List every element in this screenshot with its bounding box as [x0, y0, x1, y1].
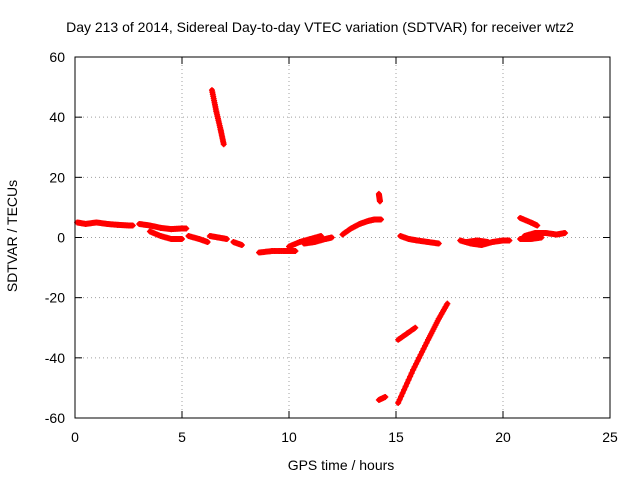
- data-point: [378, 216, 385, 223]
- data-point: [562, 229, 569, 236]
- data-points: [74, 87, 569, 406]
- y-tick-label: 0: [57, 230, 65, 246]
- data-point: [382, 393, 389, 400]
- data-point: [401, 386, 408, 393]
- data-point: [404, 380, 411, 387]
- data-point: [538, 234, 545, 241]
- x-tick-label: 15: [388, 429, 404, 445]
- data-point: [423, 339, 430, 346]
- axis-ticks: [74, 56, 611, 419]
- y-axis-label: SDTVAR / TECUs: [4, 179, 20, 293]
- data-point: [485, 239, 492, 246]
- x-tick-label: 5: [178, 429, 186, 445]
- data-point: [407, 373, 414, 380]
- data-point: [376, 198, 383, 205]
- data-point: [435, 240, 442, 247]
- data-point: [412, 324, 419, 331]
- data-point: [238, 242, 245, 249]
- data-point: [223, 236, 230, 243]
- data-point: [179, 236, 185, 243]
- data-point: [183, 225, 190, 232]
- data-point: [129, 222, 136, 229]
- data-point: [420, 345, 427, 352]
- y-tick-labels: -60 -40 -20 0 20 40 60: [45, 49, 65, 426]
- data-point: [534, 222, 541, 229]
- data-point: [402, 383, 409, 390]
- data-point: [410, 366, 417, 373]
- data-point: [408, 370, 415, 377]
- x-tick-label: 10: [281, 429, 297, 445]
- data-point: [399, 390, 406, 397]
- data-point: [444, 300, 451, 307]
- data-point: [417, 351, 424, 358]
- data-point: [220, 141, 227, 148]
- data-point: [422, 342, 429, 349]
- y-tick-label: 20: [49, 169, 65, 185]
- y-tick-label: -20: [45, 290, 65, 306]
- data-point: [506, 237, 513, 244]
- y-tick-label: -60: [45, 410, 65, 426]
- x-tick-labels: 0 5 10 15 20 25: [71, 429, 618, 445]
- x-tick-label: 20: [495, 429, 511, 445]
- y-tick-label: -40: [45, 350, 65, 366]
- y-tick-label: 40: [49, 109, 65, 125]
- data-point: [413, 360, 420, 367]
- x-tick-label: 25: [602, 429, 618, 445]
- data-point: [204, 239, 211, 246]
- data-point: [292, 248, 299, 255]
- data-point: [398, 393, 405, 400]
- x-tick-label: 0: [71, 429, 79, 445]
- y-tick-label: 60: [49, 49, 65, 65]
- data-point: [395, 399, 402, 406]
- data-point: [396, 396, 403, 403]
- x-axis-label: GPS time / hours: [287, 457, 395, 473]
- data-point: [328, 234, 335, 241]
- data-point: [416, 354, 423, 361]
- data-point: [411, 363, 418, 370]
- data-point: [414, 357, 421, 364]
- data-point: [405, 376, 412, 383]
- chart-title: Day 213 of 2014, Sidereal Day-to-day VTE…: [66, 19, 574, 35]
- data-point: [419, 348, 426, 355]
